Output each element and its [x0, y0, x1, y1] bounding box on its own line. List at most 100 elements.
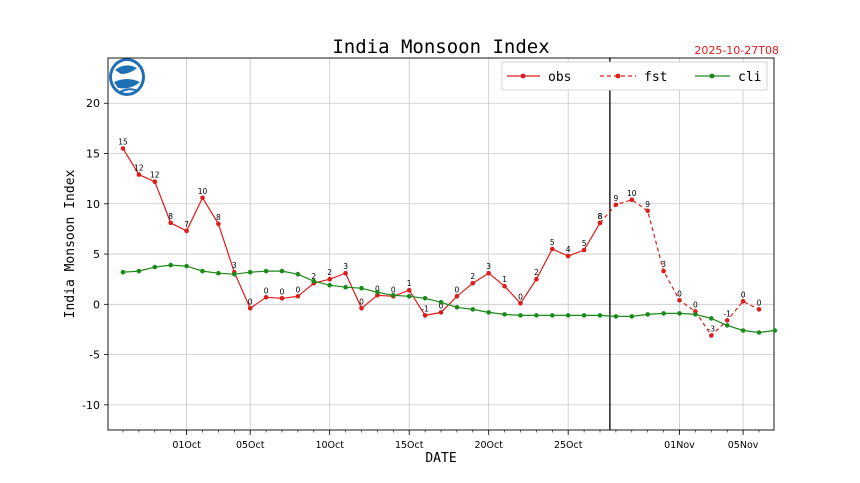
data-label-obs: 8 — [216, 213, 221, 222]
data-label-obs: -1 — [421, 304, 429, 313]
data-label-obs: 2 — [534, 268, 539, 277]
data-label-obs: 0 — [248, 297, 253, 306]
data-point-cli — [359, 285, 364, 291]
data-point-cli — [740, 328, 746, 333]
plot-frame — [107, 57, 775, 431]
data-point-cli — [629, 314, 635, 319]
data-point-obs — [406, 287, 412, 293]
data-label-obs: 2 — [470, 272, 475, 281]
data-label-fst: 9 — [614, 194, 619, 203]
data-label-fst: 3 — [661, 260, 666, 269]
x-axis-label: DATE — [425, 451, 456, 466]
data-label-fst: -3 — [708, 325, 716, 334]
data-label-fst: 0 — [693, 300, 698, 309]
data-point-cli — [502, 312, 507, 317]
legend-item-obs: obs — [507, 70, 571, 85]
data-point-obs — [550, 246, 555, 252]
data-point-obs — [120, 146, 126, 151]
data-label-obs: 2 — [311, 272, 316, 281]
y-tick-label: -5 — [89, 349, 100, 362]
data-point-obs — [502, 283, 507, 289]
legend-item-fst: fst — [600, 70, 667, 85]
data-point-cli — [247, 269, 253, 275]
data-label-obs: 3 — [232, 261, 237, 270]
data-point-cli — [693, 312, 698, 317]
data-point-obs — [518, 301, 523, 306]
data-point-obs — [359, 306, 364, 311]
x-tick-label: 01Nov — [664, 440, 695, 451]
data-point-obs — [216, 221, 221, 227]
data-point-cli — [438, 300, 444, 305]
data-label-obs: 5 — [550, 238, 555, 247]
data-label-obs: 12 — [134, 164, 144, 173]
data-point-fst — [756, 307, 762, 312]
data-point-fst — [661, 268, 666, 274]
data-point-cli — [486, 310, 492, 315]
data-label-obs: 8 — [598, 212, 603, 221]
data-label-obs: 0 — [455, 285, 460, 294]
data-label-obs: 3 — [343, 262, 348, 271]
legend-item-cli: cli — [695, 70, 761, 85]
data-label-obs: 15 — [118, 138, 128, 147]
series-line-cli — [122, 264, 775, 334]
data-point-fst — [677, 298, 682, 303]
data-point-cli — [184, 263, 189, 269]
x-tick-label: 15Oct — [395, 440, 424, 451]
data-label-fst: 9 — [645, 200, 650, 209]
data-point-fst — [645, 208, 650, 214]
legend-label-obs: obs — [548, 70, 571, 85]
data-point-cli — [279, 268, 285, 274]
data-point-obs — [486, 270, 492, 276]
data-point-cli — [709, 316, 714, 321]
data-point-cli — [200, 268, 205, 274]
data-label-obs: 0 — [375, 284, 380, 293]
data-point-cli — [661, 311, 666, 316]
timestamp-label: 2025-10-27T08 — [694, 44, 779, 57]
data-label-obs: 0 — [518, 292, 523, 301]
y-tick-label: 10 — [86, 198, 100, 211]
data-label-fst: -1 — [723, 309, 731, 318]
data-point-cli — [136, 268, 142, 274]
data-point-cli — [295, 271, 301, 277]
legend-label-fst: fst — [644, 70, 667, 85]
y-tick-label: 15 — [86, 148, 100, 161]
data-point-obs — [152, 179, 158, 184]
data-label-obs: 0 — [296, 285, 301, 294]
legend-label-cli: cli — [738, 70, 761, 85]
x-tick-label: 10Oct — [315, 440, 344, 451]
chart-title: India Monsoon Index — [332, 36, 549, 58]
data-point-obs — [279, 296, 285, 301]
data-label-fst: 10 — [627, 189, 637, 198]
data-point-fst — [597, 220, 603, 226]
y-tick-label: 20 — [86, 97, 100, 110]
x-tick-label: 25Oct — [554, 440, 583, 451]
data-point-obs — [422, 313, 428, 318]
data-point-cli — [534, 313, 539, 318]
data-label-obs: 1 — [407, 279, 412, 288]
data-point-obs — [200, 195, 205, 201]
y-tick-label: 5 — [93, 248, 100, 261]
y-axis-label: India Monsoon Index — [63, 169, 78, 318]
data-point-cli — [724, 323, 730, 328]
data-label-obs: 4 — [566, 245, 571, 254]
data-point-cli — [152, 264, 158, 270]
data-point-cli — [645, 312, 650, 317]
data-point-obs — [263, 295, 269, 300]
data-point-obs — [327, 276, 333, 282]
data-label-obs: 0 — [264, 286, 269, 295]
data-point-obs — [470, 280, 476, 286]
data-point-obs — [534, 276, 539, 282]
data-label-fst: 0 — [677, 289, 682, 298]
data-point-cli — [343, 284, 348, 290]
data-point-obs — [565, 253, 571, 259]
data-label-obs: 7 — [184, 220, 189, 229]
data-point-obs — [343, 270, 348, 276]
x-tick-label: 05Oct — [236, 440, 265, 451]
data-point-obs — [581, 247, 587, 253]
data-label-obs: 12 — [150, 171, 160, 180]
data-point-cli — [518, 313, 523, 318]
data-point-obs — [295, 294, 301, 299]
data-point-cli — [375, 290, 380, 295]
x-tick-label: 05Nov — [728, 440, 759, 451]
